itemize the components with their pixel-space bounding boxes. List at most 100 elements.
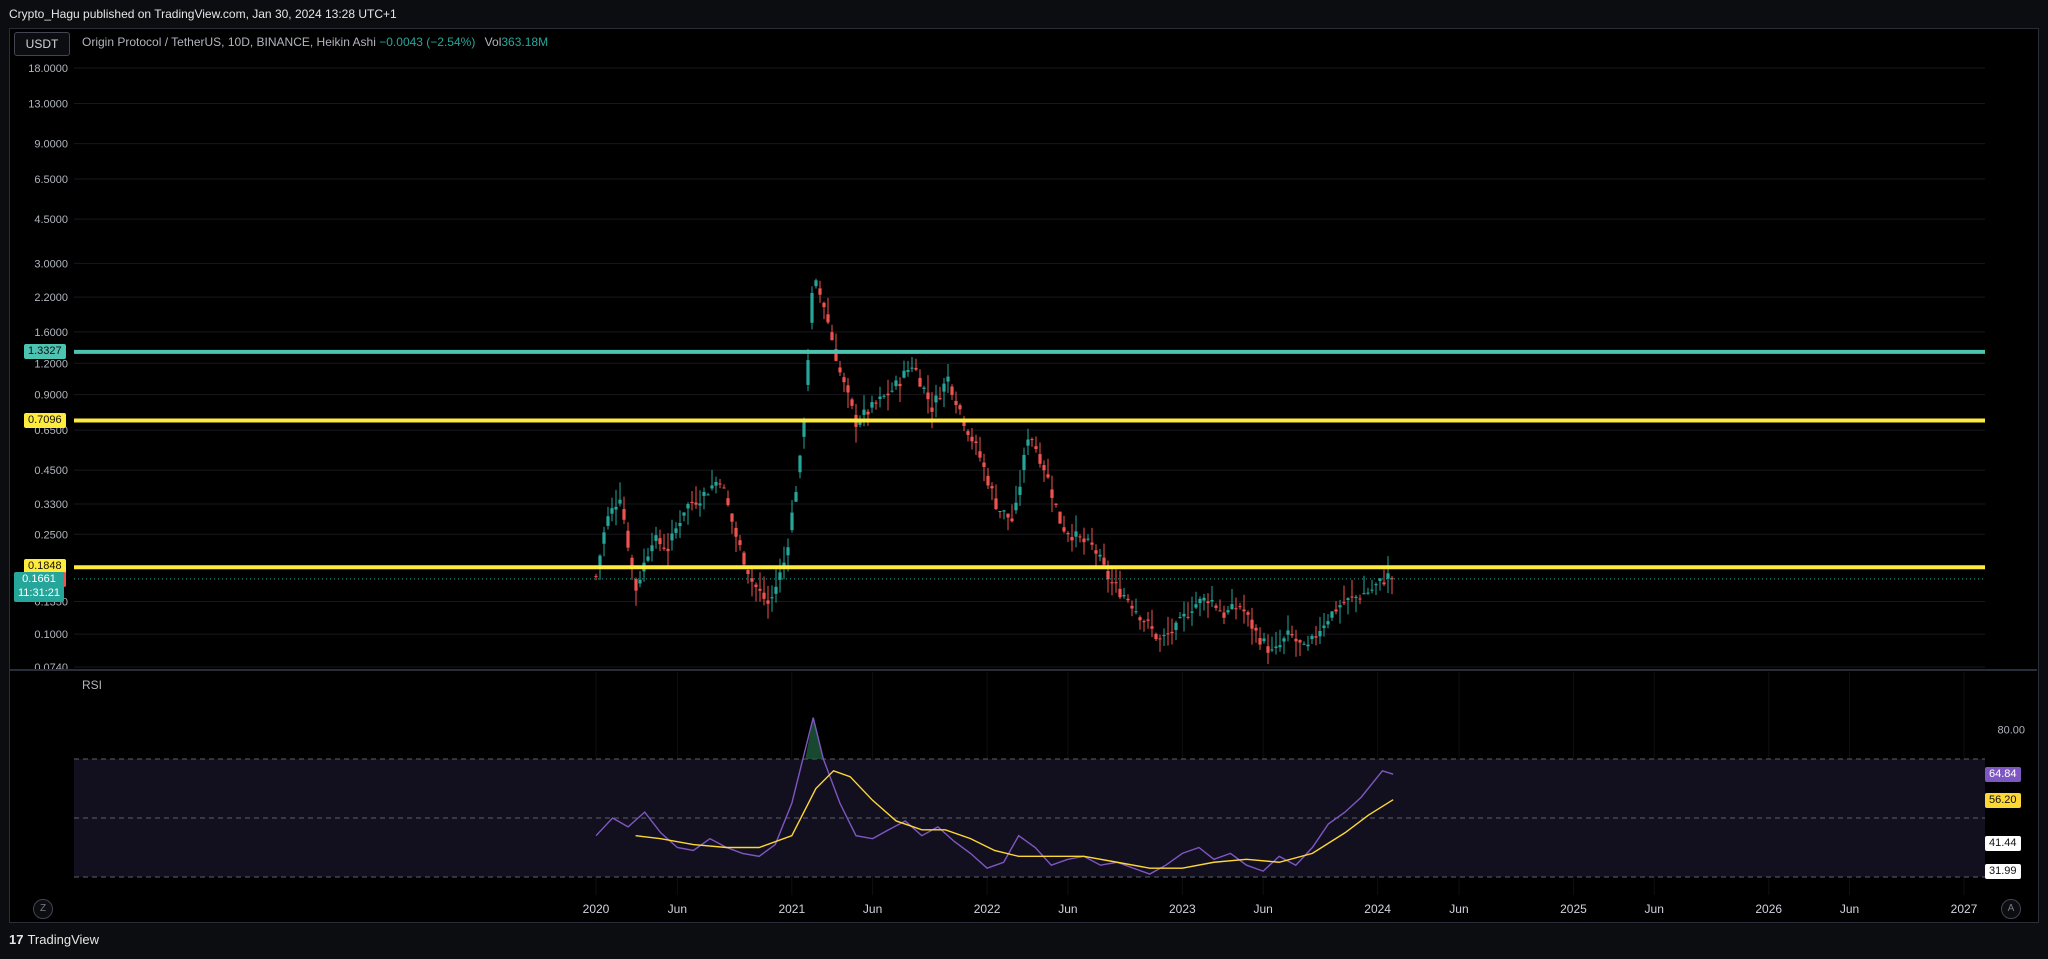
candle-body (694, 502, 698, 505)
candle-body (894, 380, 898, 387)
candle-body (1010, 518, 1014, 522)
candle-body (730, 513, 734, 522)
level-price-tag: 1.3327 (24, 343, 66, 359)
candle-body (1382, 582, 1386, 585)
candle-body (638, 579, 642, 584)
candle-body (986, 475, 990, 486)
currency-button[interactable]: USDT (14, 32, 70, 56)
candle-body (1026, 439, 1030, 446)
symbol-title: Origin Protocol / TetherUS, 10D, BINANCE… (82, 35, 376, 49)
candle-body (762, 592, 766, 599)
bar-countdown: 11:31:21 (18, 586, 61, 599)
candle-body (1154, 633, 1158, 640)
candle-body (1058, 511, 1062, 524)
candle-body (1126, 598, 1130, 601)
candle-body (1390, 578, 1394, 580)
candle-body (1178, 617, 1182, 619)
candle-body (690, 501, 694, 504)
time-tick-label: Jun (863, 902, 882, 916)
candle-body (786, 547, 790, 556)
candle-body (934, 395, 938, 403)
candle-body (1158, 638, 1162, 640)
candle-body (874, 402, 878, 404)
publish-bar: Crypto_Hagu published on TradingView.com… (0, 0, 2048, 28)
candle-body (770, 597, 774, 599)
candle-body (1370, 589, 1374, 591)
candle-body (738, 540, 742, 545)
candle-body (1266, 646, 1270, 653)
rsi-level-tag: 31.99 (1985, 864, 2021, 880)
candle-body (1018, 486, 1022, 495)
price-tick-label: 4.5000 (34, 214, 68, 226)
candle-body (1318, 630, 1322, 637)
price-tick-label: 3.0000 (34, 258, 68, 270)
auto-scale-button[interactable]: A (2001, 899, 2021, 919)
candle-body (890, 390, 894, 392)
price-change: −0.0043 (−2.54%) (379, 35, 476, 49)
candle-body (1078, 536, 1082, 538)
candle-body (1110, 582, 1114, 584)
candle-body (922, 387, 926, 389)
time-tick-label: 2023 (1169, 902, 1196, 916)
candle-body (1086, 538, 1090, 540)
candle-body (1282, 638, 1286, 642)
candle-body (1118, 588, 1122, 598)
candle-body (614, 506, 618, 510)
zoom-button[interactable]: Z (33, 899, 53, 919)
candle-body (1002, 510, 1006, 512)
candle-body (1138, 617, 1142, 621)
candle-body (662, 547, 666, 549)
candle-body (846, 385, 850, 393)
time-tick-label: 2024 (1364, 902, 1391, 916)
candle-body (982, 462, 986, 467)
candle-body (1098, 554, 1102, 557)
candle-body (1354, 596, 1358, 598)
candle-body (1130, 605, 1134, 609)
price-tick-label: 0.6500 (34, 425, 68, 437)
price-tick-label: 18.0000 (28, 63, 68, 75)
candle-body (1074, 531, 1078, 537)
time-tick-label: 2020 (583, 902, 610, 916)
candle-body (1050, 489, 1054, 498)
candle-body (610, 508, 614, 514)
candle-body (906, 369, 910, 372)
candle-body (1238, 606, 1242, 608)
candle-body (858, 421, 862, 425)
level-price-tag: 0.7096 (24, 412, 66, 428)
candle-body (646, 556, 650, 561)
candle-body (826, 314, 830, 323)
candle-body (1198, 598, 1202, 604)
candle-body (930, 407, 934, 412)
candle-body (726, 498, 730, 506)
time-tick-label: Jun (668, 902, 687, 916)
candle-body (742, 552, 746, 565)
candle-body (882, 395, 886, 397)
candle-body (1150, 626, 1154, 629)
candle-body (1254, 627, 1258, 631)
candle-body (886, 393, 890, 396)
rsi-ma-line (635, 769, 1394, 869)
rsi-ma-value-tag: 56.20 (1985, 792, 2021, 808)
candle-body (978, 451, 982, 458)
candle-body (1182, 613, 1186, 617)
candle-body (990, 486, 994, 489)
candle-body (1114, 582, 1118, 584)
candle-body (814, 280, 818, 287)
candle-body (1030, 439, 1034, 441)
candle-body (974, 441, 978, 444)
rsi-title: RSI (82, 678, 103, 692)
rsi-value-tag: 64.84 (1985, 767, 2021, 783)
candle-body (686, 504, 690, 509)
candle-body (722, 487, 726, 489)
candle-body (1362, 593, 1366, 595)
candle-body (1186, 616, 1190, 618)
candle-body (1270, 649, 1274, 651)
candle-body (1294, 638, 1298, 642)
candle-body (1122, 595, 1126, 597)
candle-body (1226, 610, 1230, 613)
candle-body (1350, 596, 1354, 598)
candle-body (714, 481, 718, 486)
candle-body (718, 483, 722, 485)
candle-body (1346, 598, 1350, 600)
